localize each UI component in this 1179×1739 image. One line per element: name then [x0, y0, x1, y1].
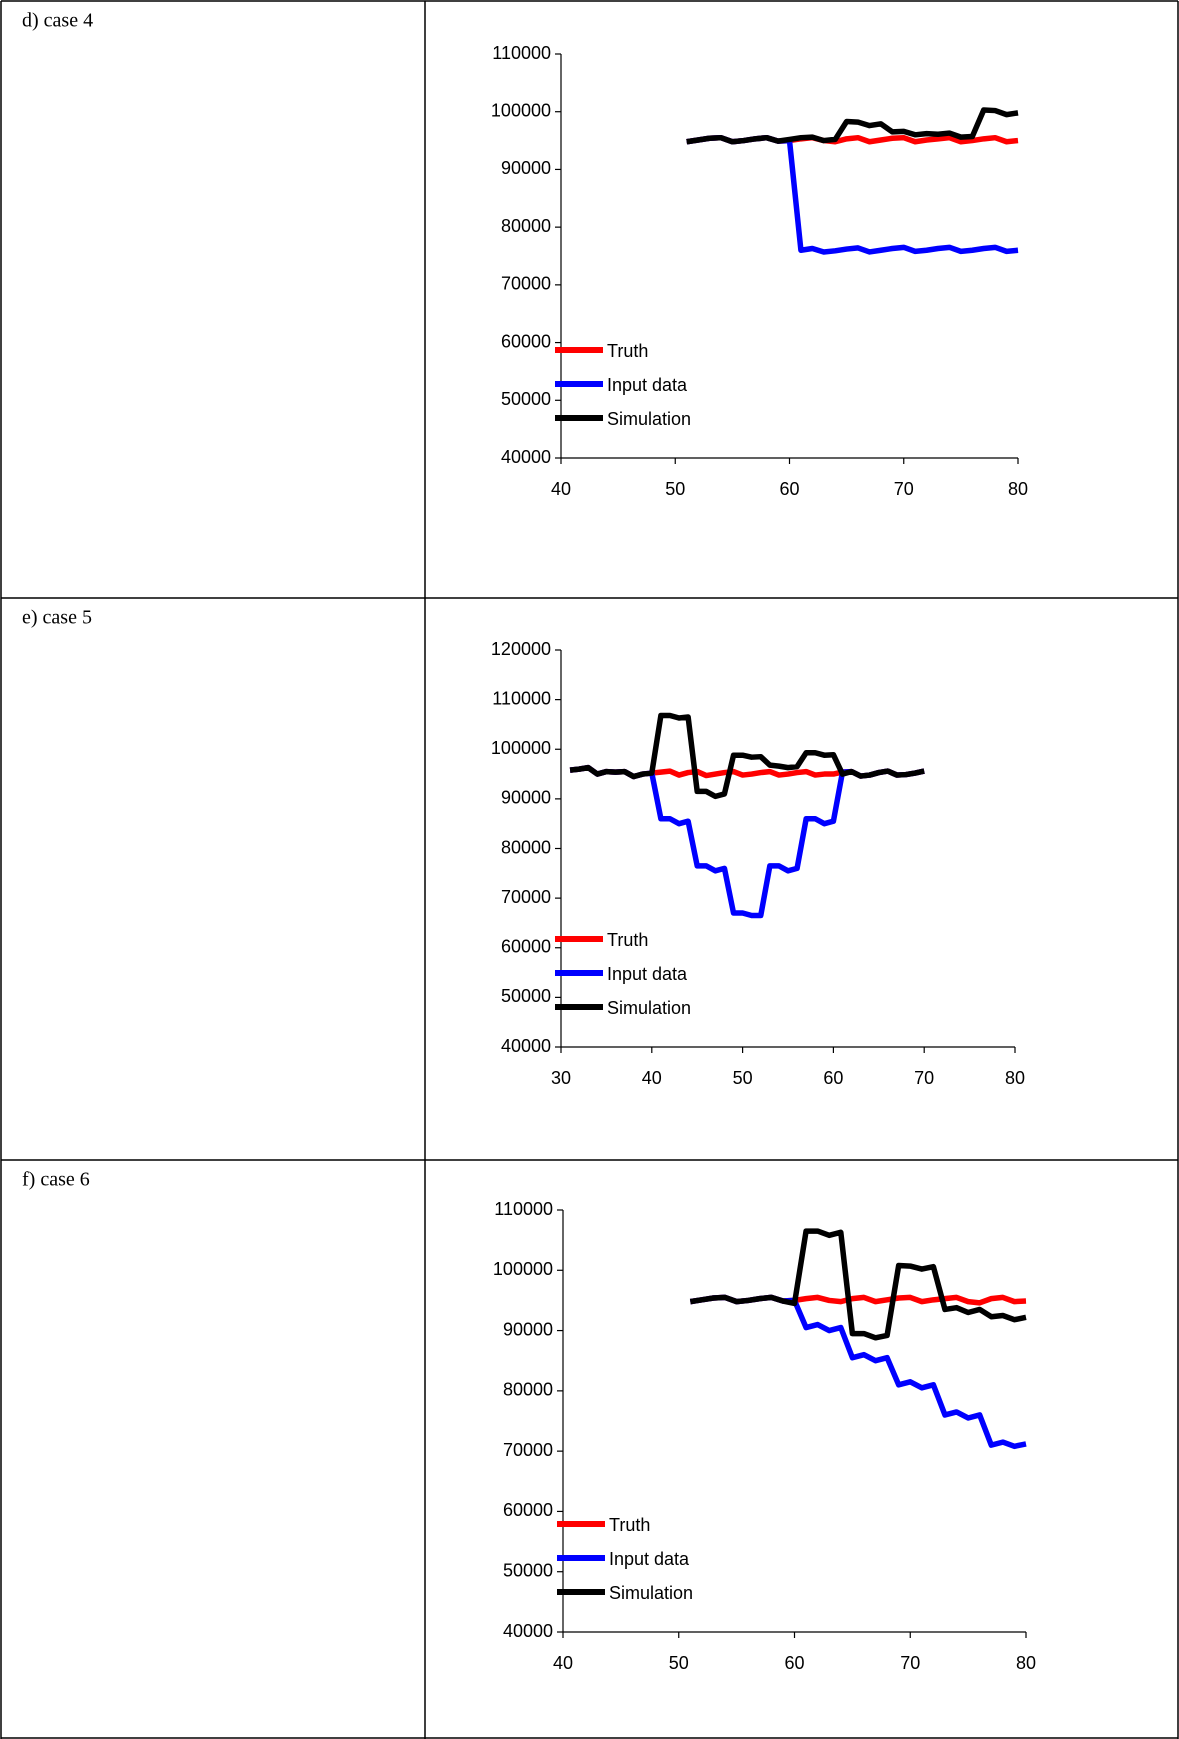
y-tick-label: 70000 — [501, 887, 551, 907]
y-tick-label: 50000 — [503, 1560, 553, 1580]
y-tick-label: 80000 — [503, 1380, 553, 1400]
x-tick-label: 50 — [669, 1653, 689, 1673]
y-tick-label: 50000 — [501, 986, 551, 1006]
y-tick-label: 110000 — [492, 43, 551, 63]
x-tick-label: 80 — [1016, 1653, 1036, 1673]
y-tick-label: 80000 — [501, 837, 551, 857]
y-tick-label: 80000 — [501, 216, 551, 236]
y-tick-label: 70000 — [503, 1440, 553, 1460]
y-tick-label: 40000 — [501, 1036, 551, 1056]
y-tick-label: 50000 — [501, 389, 551, 409]
x-tick-label: 60 — [784, 1653, 804, 1673]
x-tick-label: 60 — [823, 1068, 843, 1088]
legend-label: Input data — [609, 1549, 690, 1569]
y-tick-label: 40000 — [501, 447, 551, 467]
legend-label: Simulation — [609, 1583, 693, 1603]
y-tick-label: 60000 — [503, 1500, 553, 1520]
series-line — [686, 107, 1019, 145]
y-tick-label: 70000 — [501, 274, 551, 294]
series-line — [689, 1228, 1027, 1341]
y-tick-label: 60000 — [501, 331, 551, 351]
series-line — [569, 764, 925, 919]
x-tick-label: 70 — [914, 1068, 934, 1088]
x-tick-label: 70 — [900, 1653, 920, 1673]
y-tick-label: 100000 — [493, 1259, 553, 1279]
x-tick-label: 70 — [894, 479, 914, 499]
y-tick-label: 60000 — [501, 937, 551, 957]
x-tick-label: 40 — [551, 479, 571, 499]
legend-label: Input data — [607, 375, 688, 395]
legend-label: Truth — [607, 341, 648, 361]
x-tick-label: 50 — [733, 1068, 753, 1088]
y-tick-label: 100000 — [491, 100, 551, 120]
legend-label: Simulation — [607, 409, 691, 429]
x-tick-label: 80 — [1008, 479, 1028, 499]
panel-label: d) case 4 — [22, 10, 93, 32]
x-tick-label: 50 — [665, 479, 685, 499]
y-tick-label: 90000 — [501, 788, 551, 808]
legend-label: Simulation — [607, 998, 691, 1018]
y-tick-label: 90000 — [501, 158, 551, 178]
x-tick-label: 60 — [779, 479, 799, 499]
x-tick-label: 80 — [1005, 1068, 1025, 1088]
series-line — [689, 1294, 1027, 1450]
series-line — [686, 134, 1019, 255]
x-tick-label: 30 — [551, 1068, 571, 1088]
y-tick-label: 120000 — [491, 639, 551, 659]
y-tick-label: 110000 — [494, 1199, 553, 1219]
x-tick-label: 40 — [642, 1068, 662, 1088]
x-tick-label: 40 — [553, 1653, 573, 1673]
y-tick-label: 90000 — [503, 1319, 553, 1339]
panel-label: e) case 5 — [22, 607, 92, 629]
panel-label: f) case 6 — [22, 1169, 90, 1191]
series-line — [569, 712, 925, 800]
legend-label: Truth — [609, 1515, 650, 1535]
legend-label: Truth — [607, 930, 648, 950]
y-tick-label: 100000 — [491, 738, 551, 758]
legend-label: Input data — [607, 964, 688, 984]
y-tick-label: 110000 — [492, 688, 551, 708]
y-tick-label: 40000 — [503, 1621, 553, 1641]
